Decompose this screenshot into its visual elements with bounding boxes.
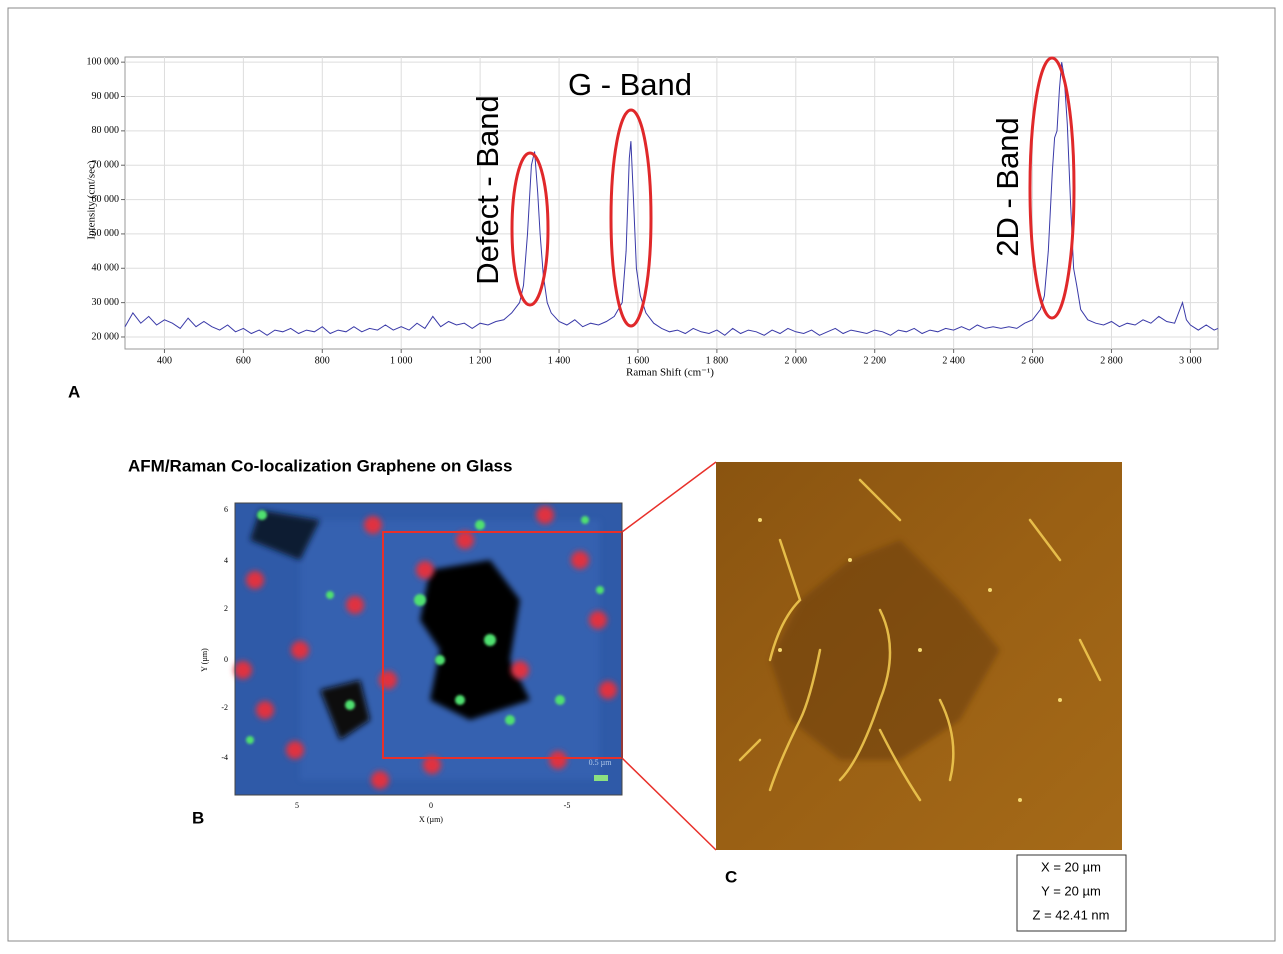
- x-ticks: 5 0 -5: [295, 801, 570, 810]
- x-axis-label: X (µm): [419, 815, 443, 824]
- y-tick-label: 80 000: [92, 125, 120, 136]
- annotation: G - Band: [568, 67, 692, 102]
- x-tick-label: 2 600: [1021, 355, 1044, 366]
- y-tick-label: 70 000: [92, 160, 120, 171]
- x-tick-label: 1 200: [469, 355, 492, 366]
- x-tick-label: 1 600: [627, 355, 650, 366]
- raman-map: [234, 503, 623, 795]
- info-box: [1016, 854, 1127, 932]
- panel-title: AFM/Raman Co-localization Graphene on Gl…: [128, 456, 512, 475]
- x-tick-label: 2 200: [863, 355, 886, 366]
- y-tick-label: 90 000: [92, 91, 120, 102]
- x-tick-label: 600: [236, 355, 251, 366]
- panel-label: B: [192, 808, 204, 827]
- x-tick-label: 400: [157, 355, 172, 366]
- info-line: X = 20 µm: [1041, 859, 1101, 874]
- x-tick-label: 800: [315, 355, 330, 366]
- x-tick-label: -5: [564, 801, 571, 810]
- y-ticks: 6 4 2 0 -2 -4: [221, 505, 228, 762]
- highlight-ellipse: [609, 108, 653, 328]
- y-tick-label: 20 000: [92, 331, 120, 342]
- y-tick-label: 40 000: [92, 263, 120, 274]
- map-frame: [234, 502, 623, 796]
- y-tick-label: 60 000: [92, 194, 120, 205]
- x-axis-label: Raman Shift (cm⁻¹): [626, 367, 714, 379]
- x-tick-label: 1 400: [548, 355, 571, 366]
- y-tick-label: -4: [221, 753, 228, 762]
- highlight-ellipse: [510, 151, 550, 307]
- afm-image: [716, 462, 1122, 850]
- y-axis-label: Y (µm): [200, 648, 209, 672]
- x-tick-label: 3 000: [1179, 355, 1202, 366]
- annotation: 2D - Band: [990, 117, 1025, 257]
- y-tick-label: 30 000: [92, 297, 120, 308]
- info-line: Y = 20 µm: [1041, 883, 1101, 898]
- highlight-ellipse: [1028, 56, 1076, 320]
- x-tick-label: 2 400: [942, 355, 965, 366]
- x-tick-label: 2 800: [1100, 355, 1123, 366]
- x-tick-label: 2 000: [785, 355, 808, 366]
- y-axis-label: Intensity (cnt/sec): [86, 160, 98, 239]
- y-tick-label: 2: [224, 604, 228, 613]
- spectrum-line: [124, 62, 1219, 336]
- y-tick-label: 0: [224, 655, 228, 664]
- info-line: Z = 42.41 nm: [1033, 907, 1110, 922]
- zoom-line: [621, 461, 717, 533]
- x-tick-label: 1 800: [706, 355, 729, 366]
- annotation: Defect - Band: [470, 95, 505, 285]
- figure-border: [7, 7, 1276, 942]
- y-tick-label: 50 000: [92, 228, 120, 239]
- x-tick-label: 0: [429, 801, 433, 810]
- y-tick-label: 4: [224, 556, 228, 565]
- y-tick-label: 6: [224, 505, 228, 514]
- panel-label: C: [725, 867, 737, 886]
- x-tick-label: 5: [295, 801, 299, 810]
- x-tick-label: 1 000: [390, 355, 413, 366]
- panel-label: A: [68, 382, 80, 401]
- y-tick-label: -2: [221, 703, 228, 712]
- scale-bar-label: 0.5 µm: [589, 758, 613, 767]
- y-tick-label: 100 000: [87, 56, 120, 67]
- zoom-line: [621, 757, 717, 851]
